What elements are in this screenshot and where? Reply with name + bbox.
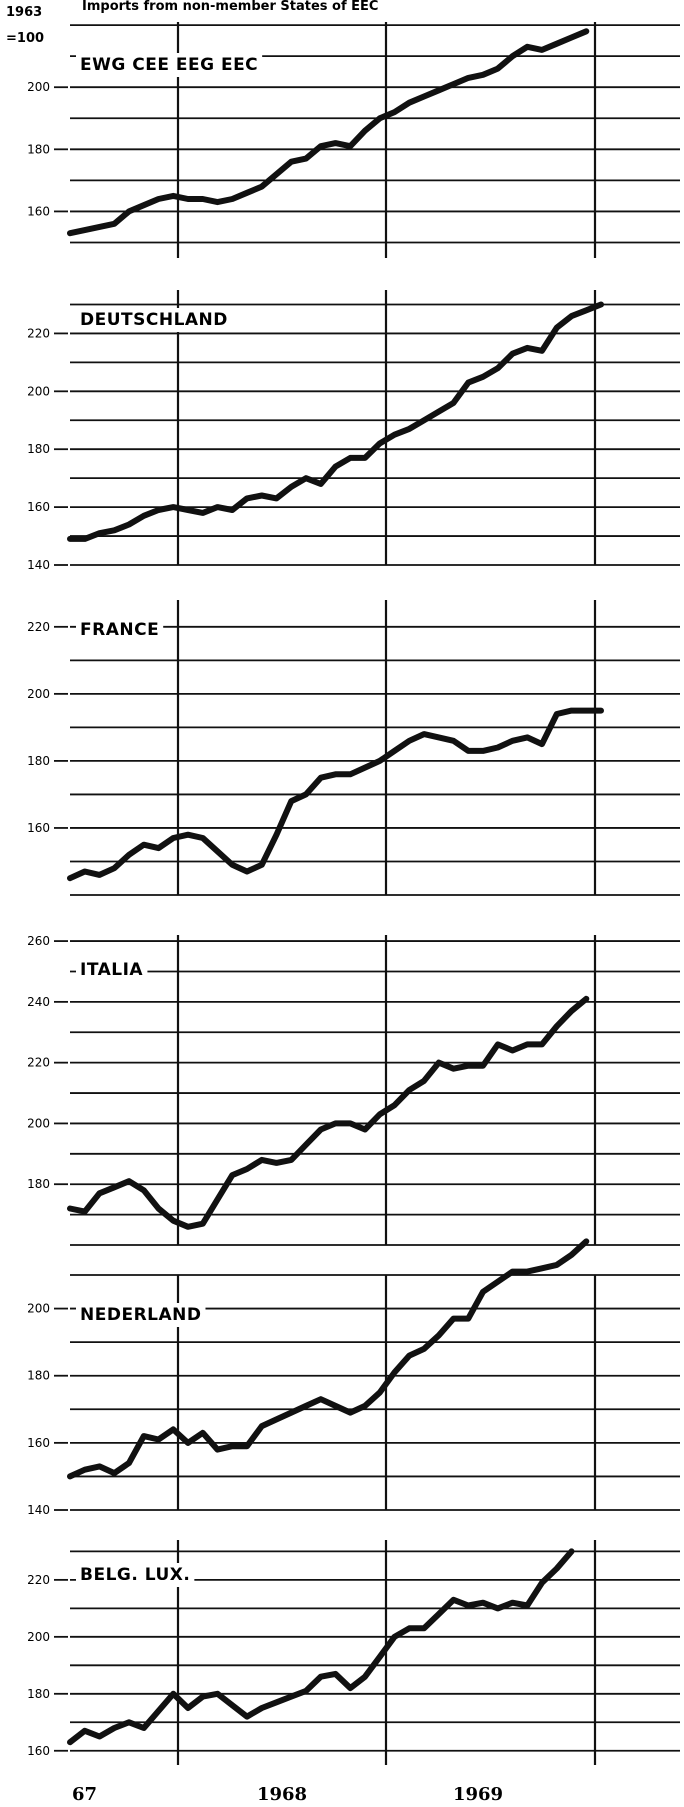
y-tick-label: 160 — [27, 1744, 50, 1758]
panel-3: 160 180 200 220 FRANCE — [27, 600, 680, 896]
label-backing — [76, 958, 148, 982]
panel-2: 140 160 180 200 220 DEUTSCHLAND — [27, 290, 680, 572]
y-tick-label: 200 — [27, 687, 50, 701]
panel-4: 180 200 220 240 260 ITALIA — [27, 934, 680, 1246]
y-tick-label: 180 — [27, 442, 50, 456]
label-backing — [76, 53, 263, 77]
y-tick-label: 140 — [27, 1503, 50, 1517]
series-line — [67, 28, 590, 237]
series-line — [67, 707, 604, 882]
x-label-1969: 1969 — [453, 1784, 503, 1805]
y-tick-label: 180 — [27, 1177, 50, 1191]
y-tick-label: 160 — [27, 821, 50, 835]
y-tick-label: 180 — [27, 754, 50, 768]
y-tick-label: 200 — [27, 80, 50, 94]
label-backing — [76, 618, 164, 642]
base-year-label: 1963 — [6, 5, 42, 20]
panel-label: NEDERLAND — [80, 1305, 201, 1325]
y-tick-label: 160 — [27, 204, 50, 218]
y-tick-label: 160 — [27, 1436, 50, 1450]
panel-1: 160 180 200 EWG CEE EEG EEC — [27, 22, 680, 258]
y-tick-label: 220 — [27, 326, 50, 340]
chart-title: Imports from non-member States of EEC — [82, 0, 378, 14]
label-backing — [76, 1563, 195, 1587]
y-tick-label: 160 — [27, 500, 50, 514]
y-tick-label: 220 — [27, 620, 50, 634]
series-line — [67, 1548, 575, 1746]
y-tick-label: 220 — [27, 1056, 50, 1070]
x-label-67: 67 — [72, 1784, 97, 1805]
label-backing — [76, 308, 232, 332]
panel-label: FRANCE — [80, 620, 159, 640]
base-index-label: =100 — [6, 31, 44, 46]
panel-label: BELG. LUX. — [80, 1565, 190, 1585]
y-tick-label: 200 — [27, 1302, 50, 1316]
y-tick-label: 200 — [27, 384, 50, 398]
y-tick-label: 140 — [27, 558, 50, 572]
panel-6: 160 180 200 220 BELG. LUX. — [27, 1540, 680, 1765]
series-line — [67, 995, 590, 1230]
y-tick-label: 260 — [27, 934, 50, 948]
y-tick-label: 180 — [27, 1687, 50, 1701]
y-tick-label: 240 — [27, 995, 50, 1009]
y-tick-label: 200 — [27, 1116, 50, 1130]
series-line — [67, 301, 604, 542]
panel-5: 140 160 180 200 NEDERLAND — [27, 1238, 680, 1517]
chart-panels: 160 180 200 EWG CEE EEG EEC 140 160 180 200 220 D… — [27, 22, 680, 1765]
y-tick-label: 180 — [27, 142, 50, 156]
panel-label: ITALIA — [80, 960, 143, 980]
label-backing — [76, 1303, 206, 1327]
y-tick-label: 200 — [27, 1630, 50, 1644]
x-label-1968: 1968 — [257, 1784, 307, 1805]
series-line — [67, 1238, 590, 1480]
y-tick-label: 180 — [27, 1369, 50, 1383]
panel-label: EWG CEE EEG EEC — [80, 55, 258, 75]
y-tick-label: 220 — [27, 1573, 50, 1587]
panel-label: DEUTSCHLAND — [80, 310, 228, 330]
